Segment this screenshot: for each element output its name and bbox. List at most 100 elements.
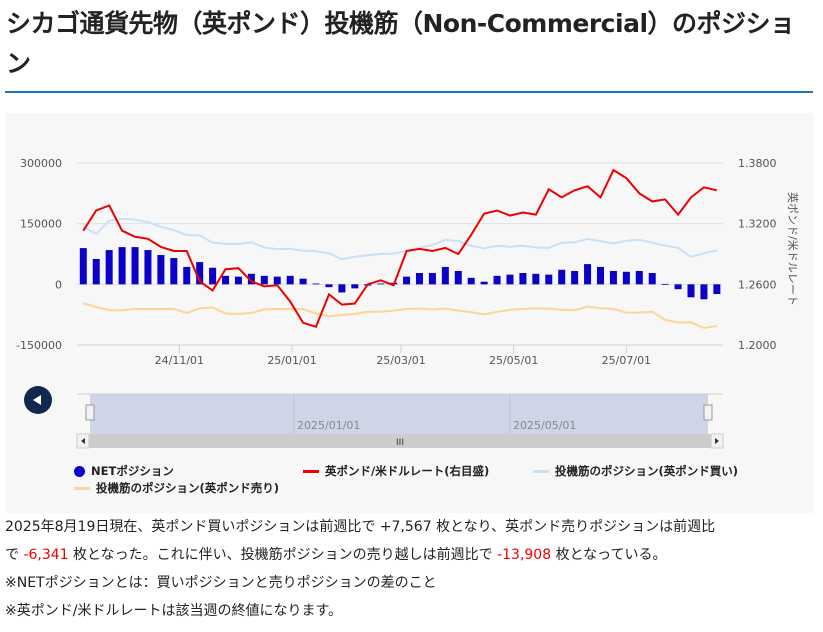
legend-label: 投機筋のポジション(英ポンド買い) xyxy=(555,464,739,478)
short-change: -6,341 xyxy=(23,547,69,563)
scrollbar-track[interactable] xyxy=(77,434,723,448)
net-bar[interactable] xyxy=(183,266,191,285)
text: 枚となり、英ポンド売りポジションは前週比 xyxy=(431,519,716,535)
y-left-tick-label: 150000 xyxy=(20,218,62,231)
net-bar[interactable] xyxy=(558,269,566,285)
note-rate: ※英ポンド/米ドルレートは該当週の終値になります。 xyxy=(5,603,343,619)
net-bar[interactable] xyxy=(105,250,113,285)
legend-item-rate[interactable]: 英ポンド/米ドルレート(右目盛) xyxy=(303,463,489,479)
page-title: シカゴ通貨先物（英ポンド）投機筋（Non-Commercial）のポジション xyxy=(6,9,795,78)
legend-item-net[interactable]: NETポジション xyxy=(74,463,174,479)
y-right-tick-label: 1.3200 xyxy=(738,218,777,231)
net-bar[interactable] xyxy=(506,274,514,285)
text: で xyxy=(5,547,24,563)
net-bar[interactable] xyxy=(467,277,475,285)
legend-line-icon xyxy=(303,470,319,473)
net-bar[interactable] xyxy=(571,270,579,285)
net-bar[interactable] xyxy=(428,273,436,285)
text: 枚となっている。 xyxy=(551,547,667,563)
net-bar[interactable] xyxy=(415,273,423,285)
back-button[interactable] xyxy=(24,386,52,414)
net-bar[interactable] xyxy=(118,247,126,285)
y-right-axis-title: 英ポンド/米ドルレート xyxy=(786,192,800,306)
y-right-tick-label: 1.2600 xyxy=(738,278,777,291)
legend-line-icon xyxy=(533,470,549,473)
navigator-tick-label: 2025/05/01 xyxy=(513,419,576,432)
net-bar[interactable] xyxy=(609,270,617,285)
net-bar[interactable] xyxy=(273,276,281,285)
net-bar[interactable] xyxy=(247,273,255,285)
navigator-selection[interactable] xyxy=(90,394,708,434)
x-tick-label: 25/05/01 xyxy=(489,354,538,367)
net-bar[interactable] xyxy=(260,275,268,285)
net-bar[interactable] xyxy=(674,284,682,290)
legend-line-icon xyxy=(74,487,90,490)
note-net: ※NETポジションとは：買いポジションと売りポジションの差のこと xyxy=(5,575,437,591)
net-bar[interactable] xyxy=(222,275,230,285)
x-tick-label: 24/11/01 xyxy=(155,354,204,367)
net-bar[interactable] xyxy=(157,255,165,285)
net-bar[interactable] xyxy=(687,284,695,298)
short-line[interactable] xyxy=(83,302,718,330)
net-bar[interactable] xyxy=(545,274,553,285)
navigator-handle[interactable] xyxy=(703,404,713,421)
text: 枚となった。これに伴い、投機筋ポジションの売り越しは前週比で xyxy=(68,547,498,563)
net-bar[interactable] xyxy=(532,273,540,285)
net-bar[interactable] xyxy=(299,278,307,285)
y-right-tick-label: 1.2000 xyxy=(738,339,777,352)
net-bar[interactable] xyxy=(92,258,100,285)
net-bar[interactable] xyxy=(325,284,333,288)
rate-line[interactable] xyxy=(82,168,718,329)
net-bar[interactable] xyxy=(635,270,643,285)
net-change: -13,908 xyxy=(497,547,552,563)
net-bar[interactable] xyxy=(170,258,178,285)
x-tick-label: 25/03/01 xyxy=(376,354,425,367)
net-bar[interactable] xyxy=(144,250,152,285)
legend-item-long[interactable]: 投機筋のポジション(英ポンド買い) xyxy=(533,463,738,479)
scroll-left-icon xyxy=(81,438,85,444)
net-bar[interactable] xyxy=(622,271,630,285)
legend-item-short[interactable]: 投機筋のポジション(英ポンド売り) xyxy=(74,480,279,496)
net-bar[interactable] xyxy=(312,283,320,285)
navigator-tick-label: 2025/01/01 xyxy=(297,419,360,432)
net-bar[interactable] xyxy=(209,267,217,285)
net-bar[interactable] xyxy=(454,270,462,285)
text: 2025年8月19日現在、英ポンド買いポジションは前週比で xyxy=(5,519,380,535)
net-bar[interactable] xyxy=(597,266,604,285)
legend-label: 投機筋のポジション(英ポンド売り) xyxy=(96,481,280,495)
net-bar[interactable] xyxy=(648,273,656,285)
net-bar[interactable] xyxy=(700,284,708,300)
net-bar[interactable] xyxy=(441,266,449,285)
net-bar[interactable] xyxy=(480,281,488,285)
net-bar[interactable] xyxy=(661,283,669,285)
legend-label: NETポジション xyxy=(91,464,174,478)
net-bar[interactable] xyxy=(286,275,294,285)
net-bar[interactable] xyxy=(131,247,139,285)
navigator-handle[interactable] xyxy=(85,404,95,421)
legend-circle-icon xyxy=(74,466,85,477)
title-underline xyxy=(5,91,813,93)
long-change: +7,567 xyxy=(379,519,432,535)
y-left-tick-label: -150000 xyxy=(16,339,62,352)
summary-line-2: で -6,341 枚となった。これに伴い、投機筋ポジションの売り越しは前週比で … xyxy=(5,541,666,569)
net-bar[interactable] xyxy=(377,283,385,285)
net-bar[interactable] xyxy=(351,284,359,289)
net-bar[interactable] xyxy=(234,276,242,285)
scroll-right-icon xyxy=(715,438,719,444)
net-bar[interactable] xyxy=(338,284,346,293)
net-bar[interactable] xyxy=(584,264,592,285)
long-line[interactable] xyxy=(82,217,718,261)
net-bar[interactable] xyxy=(493,275,501,285)
net-bar[interactable] xyxy=(713,284,721,295)
x-tick-label: 25/01/01 xyxy=(267,354,316,367)
summary-line-1: 2025年8月19日現在、英ポンド買いポジションは前週比で +7,567 枚とな… xyxy=(5,513,715,541)
net-bar[interactable] xyxy=(519,273,527,285)
x-tick-label: 25/07/01 xyxy=(602,354,651,367)
net-bar[interactable] xyxy=(196,262,204,285)
y-left-tick-label: 300000 xyxy=(20,157,62,170)
net-bar[interactable] xyxy=(403,276,411,285)
chart: 300000 150000 0 -150000 1.3800 1.3200 1.2600 1.… xyxy=(16,157,800,449)
legend-label: 英ポンド/米ドルレート(右目盛) xyxy=(325,464,490,478)
net-bar[interactable] xyxy=(79,248,87,285)
